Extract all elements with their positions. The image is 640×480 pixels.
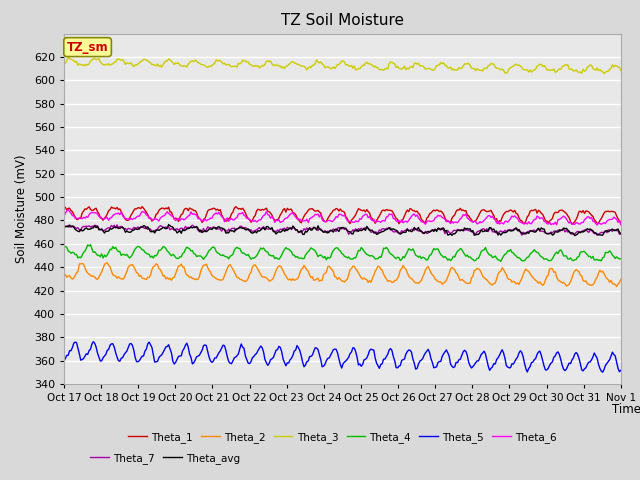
Theta_3 [467,62,474,68]
Theta_3 [282,63,290,69]
Theta_5 [282,363,290,369]
Theta_3 [463,60,471,66]
Theta_2 [412,280,419,286]
Theta_6 [593,222,601,228]
Theta_5 [467,363,474,369]
Theta_3 [65,55,72,60]
Theta_avg [60,224,68,230]
X-axis label: Time: Time [612,403,640,416]
Theta_1 [60,204,68,210]
Line: Theta_1: Theta_1 [64,206,621,224]
Theta_2 [617,276,625,282]
Theta_7 [412,226,419,231]
Line: Theta_6: Theta_6 [64,210,621,225]
Theta_7 [113,222,121,228]
Legend: Theta_7, Theta_avg: Theta_7, Theta_avg [86,449,244,468]
Theta_5 [60,359,68,364]
Theta_4 [86,241,94,247]
Theta_1 [467,215,474,221]
Theta_2 [612,284,620,289]
Theta_7 [463,227,471,233]
Theta_7 [593,232,601,238]
Theta_3 [600,71,608,76]
Theta_1 [127,212,135,218]
Theta_3 [129,62,136,68]
Theta_1 [243,214,251,219]
Theta_7 [243,226,251,231]
Theta_4 [60,244,68,250]
Line: Theta_avg: Theta_avg [64,225,621,236]
Theta_avg [127,229,135,235]
Theta_7 [60,223,68,229]
Theta_7 [282,228,290,234]
Theta_6 [617,222,625,228]
Theta_avg [463,226,471,231]
Theta_7 [617,231,625,237]
Theta_5 [90,339,97,345]
Theta_1 [463,212,471,218]
Theta_2 [467,280,474,286]
Theta_3 [243,59,251,65]
Theta_6 [282,215,290,221]
Line: Theta_3: Theta_3 [64,58,621,73]
Line: Theta_5: Theta_5 [64,342,621,372]
Theta_2 [282,273,290,279]
Theta_7 [129,227,136,232]
Theta_2 [60,271,68,277]
Theta_1 [568,221,576,227]
Theta_2 [463,281,471,287]
Theta_6 [60,214,68,219]
Theta_3 [60,60,68,65]
Theta_5 [463,352,471,358]
Theta_1 [412,209,419,215]
Theta_7 [467,228,474,234]
Line: Theta_4: Theta_4 [64,244,621,262]
Theta_5 [412,366,419,372]
Theta_6 [463,215,471,221]
Theta_4 [467,254,474,260]
Theta_4 [617,256,625,262]
Theta_6 [243,216,251,221]
Theta_4 [463,252,471,258]
Theta_2 [104,260,111,265]
Theta_avg [243,227,251,233]
Title: TZ Soil Moisture: TZ Soil Moisture [281,13,404,28]
Theta_6 [412,214,419,219]
Theta_avg [571,233,579,239]
Theta_3 [617,68,625,73]
Theta_avg [165,222,173,228]
Theta_4 [243,252,251,258]
Y-axis label: Soil Moisture (mV): Soil Moisture (mV) [15,155,28,263]
Theta_3 [412,60,419,66]
Theta_avg [617,231,625,237]
Theta_avg [467,226,474,232]
Theta_1 [617,220,625,226]
Theta_4 [129,252,136,258]
Theta_2 [129,262,136,267]
Theta_avg [412,227,419,232]
Theta_4 [282,245,290,251]
Theta_2 [243,278,251,284]
Text: TZ_sm: TZ_sm [67,41,108,54]
Line: Theta_2: Theta_2 [64,263,621,287]
Line: Theta_7: Theta_7 [64,225,621,235]
Theta_1 [282,209,290,215]
Theta_6 [65,207,72,213]
Theta_avg [282,227,290,232]
Theta_6 [129,216,136,222]
Theta_5 [129,342,136,348]
Theta_5 [243,357,251,362]
Theta_4 [412,252,419,258]
Theta_1 [138,204,146,209]
Theta_5 [617,368,625,373]
Theta_4 [497,259,504,264]
Theta_6 [467,217,474,223]
Theta_5 [599,369,607,375]
